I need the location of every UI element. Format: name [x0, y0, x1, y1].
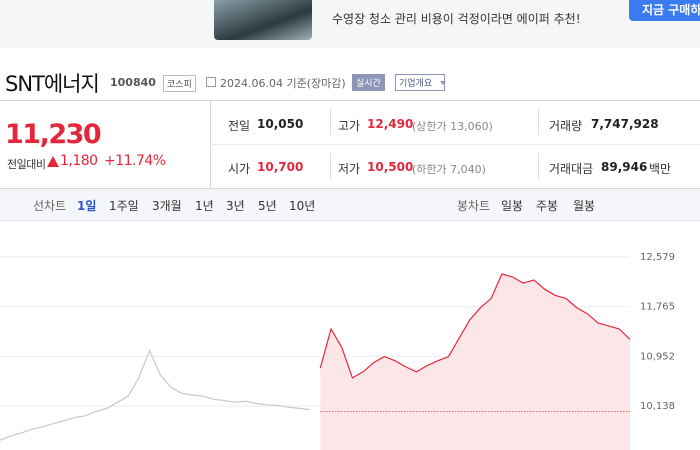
price-box: 11,230 전일대비 1,180 +11.74%	[0, 100, 211, 188]
label: 전일	[228, 119, 251, 133]
calendar-icon	[206, 77, 216, 87]
quote-panel: 11,230 전일대비 1,180 +11.74% 전일 10,050 고가 1…	[0, 100, 700, 189]
realtime-button[interactable]: 실시간	[352, 74, 385, 91]
y-tick-label: 10,952	[640, 351, 675, 362]
divider	[538, 153, 539, 179]
tab[interactable]: 10년	[289, 199, 316, 213]
y-tick-label: 11,765	[640, 302, 675, 313]
note: (상한가 13,060)	[412, 120, 493, 133]
up-icon	[47, 156, 59, 167]
tab[interactable]: 월봉	[573, 199, 596, 213]
ad-text: 수영장 청소 관리 비용이 걱정이라면 에이퍼 추천!	[332, 12, 581, 26]
value: 12,490	[367, 117, 414, 131]
value: 89,946	[601, 160, 648, 174]
change-label: 전일대비	[7, 158, 46, 171]
stock-name: SNT에너지	[5, 72, 100, 96]
ad-button[interactable]: 지금 구매하	[629, 0, 700, 21]
price-line	[319, 273, 631, 379]
tab[interactable]: 3년	[226, 199, 245, 213]
ad-image	[214, 0, 312, 40]
label: 시가	[228, 162, 251, 176]
ad-banner: 수영장 청소 관리 비용이 걱정이라면 에이퍼 추천! 지금 구매하	[0, 0, 700, 48]
change-rate: +11.74%	[104, 153, 166, 169]
chart: 12,579 11,765 10,952 10,138	[0, 252, 675, 450]
stock-code: 100840	[110, 76, 156, 89]
tab[interactable]: 주봉	[536, 199, 559, 213]
divider	[538, 109, 539, 135]
tab[interactable]: 1년	[195, 199, 214, 213]
tab[interactable]: 3개월	[152, 199, 182, 213]
label: 저가	[338, 162, 361, 176]
row-divider	[210, 144, 700, 145]
overview-dropdown[interactable]: 기업개요	[395, 74, 446, 91]
tab[interactable]: 5년	[258, 199, 277, 213]
tab[interactable]: 1주일	[109, 199, 139, 213]
note: (하한가 7,040)	[412, 163, 486, 176]
divider	[330, 109, 331, 135]
label: 거래량	[549, 119, 583, 133]
value: 10,500	[367, 160, 414, 174]
change: 1,180	[60, 153, 98, 169]
tab-group-label: 봉차트	[457, 199, 491, 213]
value: 10,700	[257, 160, 304, 174]
tab[interactable]: 1일	[77, 199, 97, 213]
market-badge: 코스피	[163, 75, 196, 92]
date: 2024.06.04 기준(장마감)	[220, 77, 346, 90]
value: 10,050	[257, 117, 304, 131]
y-tick-label: 12,579	[640, 252, 675, 263]
divider	[330, 153, 331, 179]
price-line	[0, 348, 310, 441]
label: 거래대금	[549, 162, 594, 176]
value: 7,747,928	[591, 117, 659, 131]
dropdown-arrow	[440, 81, 446, 85]
tab-group-label: 선차트	[33, 199, 67, 213]
price: 11,230	[5, 119, 102, 150]
area	[320, 274, 630, 450]
chart-tabs: 선차트 봉차트 1일 1주일 3개월 1년 3년 5년 10년 일봉 주봉 월봉	[0, 189, 700, 221]
y-tick-label: 10,138	[640, 401, 675, 412]
label: 고가	[338, 119, 361, 133]
unit: 백만	[649, 162, 672, 176]
tab[interactable]: 일봉	[501, 199, 524, 213]
stock-header: SNT에너지 100840 코스피 2024.06.04 기준(장마감) 실시간…	[0, 60, 700, 101]
